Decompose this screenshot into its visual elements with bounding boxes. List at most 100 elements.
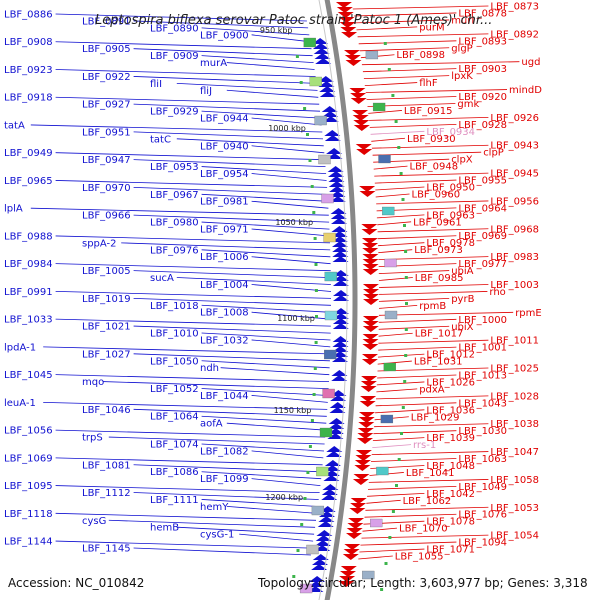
gene-marker: [303, 497, 307, 500]
reverse-gene-arrow: [362, 339, 379, 345]
label-connector: [176, 277, 331, 285]
label-connector: [55, 235, 331, 244]
label-connector: [372, 151, 482, 156]
reverse-gene-arrow: [362, 259, 379, 265]
reverse-gene-arrow: [338, 17, 355, 23]
gene-marker: [394, 120, 398, 123]
label-connector: [375, 409, 425, 414]
gene-label-right: LBF_0978: [426, 238, 475, 249]
gene-marker: [391, 510, 395, 513]
label-connector: [367, 485, 457, 490]
gene-label-left: LBF_1082: [200, 446, 249, 457]
forward-gene-arrow: [332, 280, 349, 286]
reverse-gene-arrow: [361, 229, 378, 235]
gene-label-right: LBF_0985: [415, 273, 464, 284]
feature-block: [322, 388, 335, 399]
gene-marker: [399, 172, 403, 175]
forward-gene-arrow: [332, 256, 349, 262]
label-connector: [251, 478, 321, 486]
gene-label-left: LBF_0976: [150, 245, 199, 256]
gene-marker: [400, 432, 403, 435]
label-connector: [30, 124, 323, 133]
gene-label-right: LBF_0920: [458, 92, 507, 103]
forward-gene-arrow: [332, 336, 349, 342]
gene-label-left: aofA: [200, 419, 223, 430]
gene-label-right: LBF_1043: [458, 398, 507, 409]
gene-label-right: LBF_0963: [426, 210, 475, 221]
gene-label-right: flhF: [419, 78, 438, 89]
gene-label-right: LBF_1001: [458, 343, 507, 354]
reverse-gene-arrow: [350, 93, 367, 99]
label-connector: [352, 5, 489, 10]
feature-block: [384, 310, 398, 320]
tick-label: 1000 kbp: [268, 124, 306, 133]
label-connector: [375, 402, 457, 407]
feature-block: [370, 518, 383, 528]
forward-gene-arrow: [330, 208, 347, 214]
reverse-gene-arrow: [363, 289, 379, 295]
label-connector: [251, 34, 311, 43]
label-connector: [251, 450, 324, 459]
gene-marker: [403, 224, 406, 227]
feature-block: [323, 232, 336, 243]
reverse-gene-arrow: [355, 144, 372, 150]
label-connector: [133, 159, 326, 167]
gene-label-right: murI: [451, 15, 474, 26]
forward-gene-arrow: [322, 111, 339, 117]
tick-label: 1100 kbp: [277, 314, 315, 323]
label-connector: [358, 555, 393, 560]
gene-label-left: LBF_1045: [4, 370, 53, 381]
label-connector: [378, 304, 418, 309]
forward-gene-arrow: [330, 395, 347, 401]
reverse-gene-arrow: [353, 120, 370, 126]
forward-gene-arrow: [312, 554, 329, 560]
gene-marker: [404, 328, 408, 331]
reverse-gene-arrow: [362, 248, 379, 254]
gene-label-right: LBF_1047: [490, 447, 539, 458]
feature-block: [380, 414, 394, 424]
gene-label-left: LBF_0988: [4, 231, 53, 242]
gene-label-left: LBF_1144: [4, 537, 53, 548]
label-connector: [251, 284, 332, 292]
gene-label-left: LBF_0918: [4, 93, 53, 104]
reverse-gene-arrow: [340, 566, 357, 572]
label-connector: [367, 492, 425, 497]
forward-gene-arrow: [315, 535, 332, 541]
gene-label-right: LBF_0893: [458, 36, 507, 47]
gene-marker: [299, 81, 303, 84]
feature-block: [362, 570, 375, 580]
label-connector: [55, 429, 326, 438]
label-connector: [378, 325, 450, 330]
label-connector: [226, 505, 318, 514]
reverse-gene-arrow: [338, 581, 355, 587]
reverse-gene-arrow: [345, 60, 362, 66]
label-connector: [371, 144, 489, 149]
gene-label-right: LBF_0926: [490, 113, 539, 124]
label-connector: [376, 214, 425, 219]
gene-label-right: LBF_1041: [406, 468, 455, 479]
label-connector: [375, 395, 489, 400]
gene-label-right: LBF_1055: [395, 552, 444, 563]
gene-label-left: sppA-2: [82, 238, 117, 249]
forward-gene-arrow: [326, 446, 343, 452]
gene-label-right: glgP: [451, 43, 473, 54]
gene-label-left: LBF_0929: [150, 107, 199, 118]
label-connector: [354, 12, 457, 17]
gene-marker: [308, 159, 312, 162]
reverse-gene-arrow: [362, 326, 379, 332]
label-connector: [201, 55, 314, 63]
label-connector: [251, 395, 328, 403]
label-connector: [364, 82, 418, 86]
gene-label-left: LBF_0923: [4, 65, 53, 76]
reverse-gene-arrow: [341, 32, 358, 38]
label-connector: [377, 374, 457, 379]
reverse-gene-arrow: [362, 344, 379, 350]
label-connector: [376, 200, 489, 205]
gene-label-right: LBF_0943: [490, 141, 539, 152]
gene-label-left: LBF_0890: [150, 23, 199, 34]
label-connector: [357, 33, 489, 38]
gene-label-right: LBF_1028: [490, 391, 539, 402]
label-connector: [375, 186, 425, 191]
reverse-gene-arrow: [363, 294, 379, 300]
